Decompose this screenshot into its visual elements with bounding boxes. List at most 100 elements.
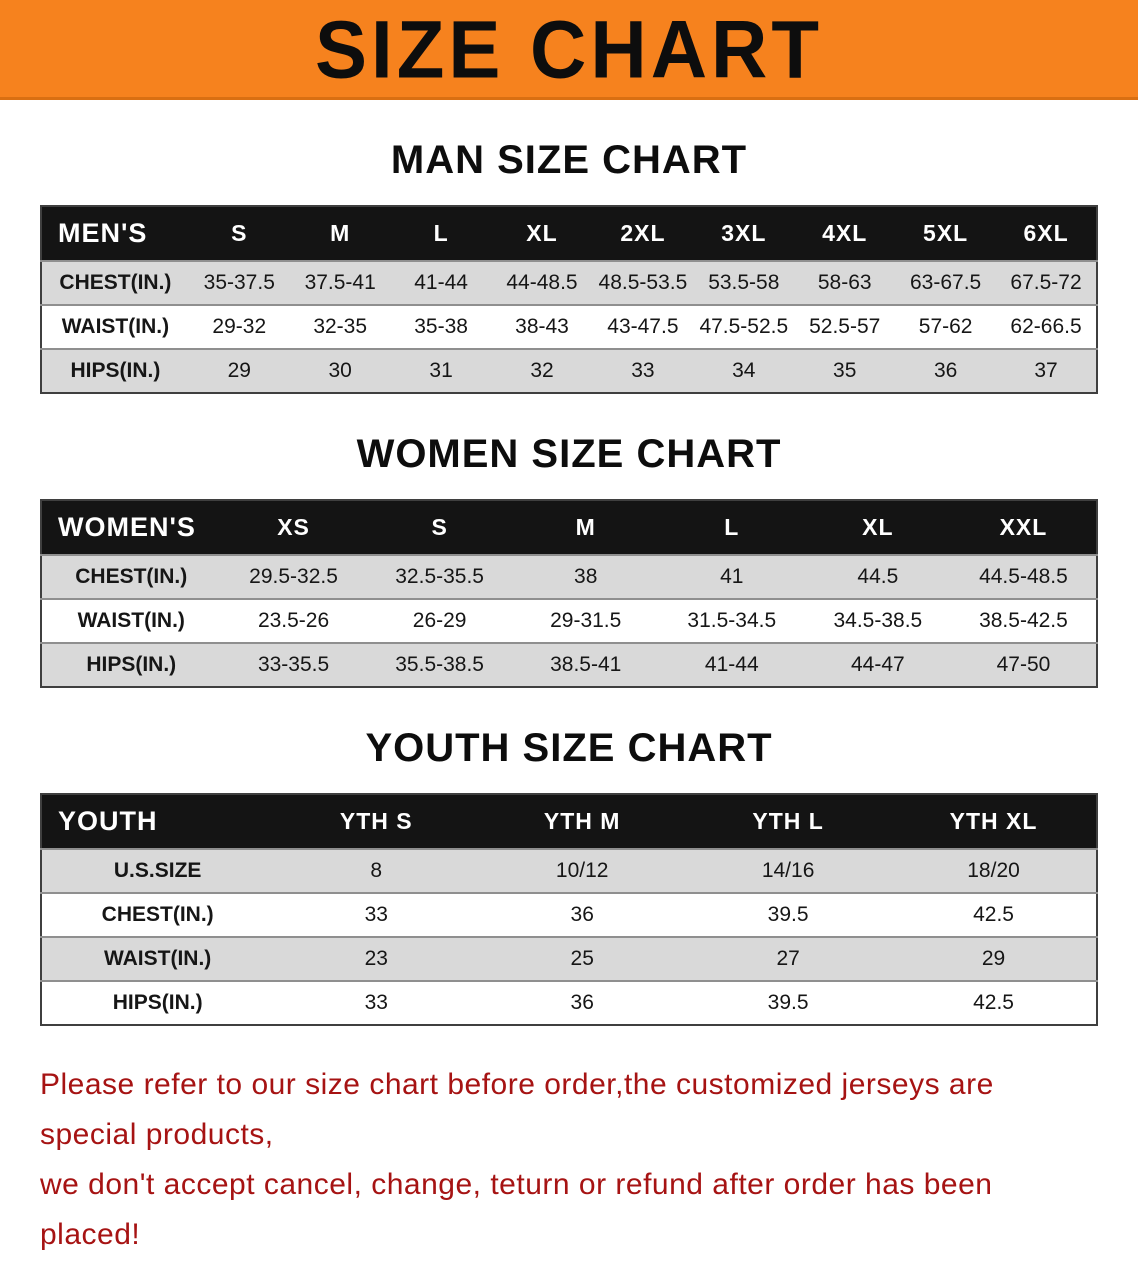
youth-section-heading: YOUTH SIZE CHART [365, 726, 773, 770]
size-value-cell: 10/12 [555, 859, 609, 882]
size-value-cell: 42.5 [973, 903, 1014, 926]
size-header-cell: YTH M [479, 794, 686, 849]
size-value-cell: 33 [631, 359, 655, 382]
size-value-cell: 23.5-26 [257, 609, 330, 632]
size-header-cell: L [390, 206, 492, 261]
size-value-cell: 32-35 [313, 315, 368, 338]
size-value-cell: 41-44 [704, 653, 759, 676]
size-value-cell: 62-66.5 [1010, 315, 1082, 338]
size-header-cell: S [366, 500, 513, 555]
size-value-cell: 42.5 [973, 991, 1014, 1014]
men-size-table: MEN'S S M L XL 2XL 3XL 4XL 5XL 6XL CHEST(IN.) 35-37… [40, 205, 1098, 394]
size-value-cell: 53.5-58 [708, 271, 780, 294]
row-label-cell: CHEST(IN.) [101, 903, 214, 926]
row-label-cell: HIPS(IN.) [70, 359, 161, 382]
size-value-cell: 37.5-41 [304, 271, 376, 294]
table-title-cell: WOMEN'S [41, 500, 221, 555]
table-row: CHEST(IN.) 29.5-32.5 32.5-35.5 38 41 44.5 44.5… [41, 555, 1097, 599]
size-header-cell: 2XL [592, 206, 694, 261]
size-value-cell: 36 [570, 991, 594, 1014]
size-value-cell: 27 [776, 947, 800, 970]
size-value-cell: 29 [981, 947, 1006, 970]
table-row: WAIST(IN.) 29-32 32-35 35-38 38-43 43-47.5 47.… [41, 305, 1097, 349]
table-header-row: MEN'S S M L XL 2XL 3XL 4XL 5XL 6XL [41, 206, 1097, 261]
footer-note: Please refer to our size chart before or… [40, 1060, 1098, 1260]
women-section-heading: WOMEN SIZE CHART [356, 432, 782, 476]
size-header-cell: XXL [950, 500, 1097, 555]
section-youth-size-chart: YOUTH SIZE CHART YOUTH YTH S YTH M YTH L YTH… [0, 726, 1138, 1026]
size-value-cell: 38.5-41 [550, 653, 622, 676]
size-value-cell: 29-31.5 [550, 609, 622, 632]
row-label-cell: CHEST(IN.) [75, 565, 188, 588]
row-label-cell: HIPS(IN.) [86, 653, 177, 676]
size-value-cell: 31 [429, 359, 453, 382]
size-value-cell: 26-29 [412, 609, 467, 632]
size-value-cell: 33 [364, 903, 388, 926]
size-header-cell: XS [220, 500, 367, 555]
table-row: CHEST(IN.) 35-37.5 37.5-41 41-44 44-48.5 48.5… [41, 261, 1097, 305]
size-value-cell: 44.5 [857, 565, 899, 588]
size-value-cell: 38.5-42.5 [979, 609, 1068, 632]
size-value-cell: 8 [370, 859, 383, 882]
size-value-cell: 52.5-57 [809, 315, 881, 338]
table-row: HIPS(IN.) 29 30 31 32 33 34 35 36 37 [41, 349, 1097, 393]
size-value-cell: 43-47.5 [607, 315, 679, 338]
table-header-row: WOMEN'S XS S M L XL XXL [41, 500, 1097, 555]
size-header-cell: XL [491, 206, 593, 261]
size-value-cell: 29.5-32.5 [249, 565, 338, 588]
size-value-cell: 29 [227, 359, 251, 382]
size-value-cell: 39.5 [767, 991, 809, 1014]
size-value-cell: 25 [570, 947, 594, 970]
size-value-cell: 35-38 [414, 315, 468, 338]
size-value-cell: 47-50 [996, 653, 1051, 676]
size-value-cell: 33 [364, 991, 388, 1014]
size-header-cell: S [188, 206, 290, 261]
size-value-cell: 58-63 [817, 271, 872, 294]
size-header-cell: 3XL [693, 206, 795, 261]
size-header-cell: M [289, 206, 391, 261]
size-header-cell: 4XL [794, 206, 896, 261]
table-row: HIPS(IN.) 33 36 39.5 42.5 [41, 981, 1097, 1025]
size-value-cell: 38 [574, 565, 598, 588]
size-header-cell: YTH XL [891, 794, 1097, 849]
size-value-cell: 44-48.5 [506, 271, 578, 294]
size-value-cell: 34.5-38.5 [833, 609, 923, 632]
footer-note-line-1: Please refer to our size chart before or… [40, 1068, 994, 1151]
section-women-size-chart: WOMEN SIZE CHART WOMEN'S XS S M L XL XXL CHEST(… [0, 432, 1138, 688]
size-value-cell: 35.5-38.5 [395, 653, 484, 676]
table-row: CHEST(IN.) 33 36 39.5 42.5 [41, 893, 1097, 937]
footer-note-line-2: we don't accept cancel, change, teturn o… [40, 1168, 993, 1251]
youth-size-table: YOUTH YTH S YTH M YTH L YTH XL U.S.SIZE 8 10/12… [40, 793, 1098, 1026]
size-header-cell: YTH L [685, 794, 892, 849]
size-value-cell: 38-43 [515, 315, 569, 338]
size-value-cell: 33-35.5 [257, 653, 330, 676]
table-title-cell: YOUTH [41, 794, 274, 849]
row-label-cell: WAIST(IN.) [77, 609, 185, 632]
size-value-cell: 30 [328, 359, 352, 382]
page-title: SIZE CHART [315, 2, 823, 95]
size-value-cell: 32.5-35.5 [395, 565, 484, 588]
size-value-cell: 36 [933, 359, 958, 382]
table-row: HIPS(IN.) 33-35.5 35.5-38.5 38.5-41 41-44 44-… [41, 643, 1097, 687]
women-size-table: WOMEN'S XS S M L XL XXL CHEST(IN.) 29.5-32.5 32.5… [40, 499, 1098, 688]
size-value-cell: 48.5-53.5 [598, 271, 688, 294]
size-value-cell: 41 [720, 565, 744, 588]
size-value-cell: 39.5 [767, 903, 809, 926]
size-header-cell: 5XL [895, 206, 997, 261]
size-value-cell: 18/20 [967, 859, 1020, 882]
size-value-cell: 34 [732, 359, 756, 382]
size-value-cell: 35 [833, 359, 857, 382]
size-header-cell: L [658, 500, 805, 555]
row-label-cell: WAIST(IN.) [103, 947, 212, 970]
size-value-cell: 32 [530, 359, 554, 382]
size-value-cell: 23 [364, 947, 388, 970]
size-value-cell: 41-44 [414, 271, 468, 294]
row-label-cell: U.S.SIZE [113, 859, 202, 882]
size-header-cell: YTH S [273, 794, 480, 849]
size-header-cell: 6XL [996, 206, 1097, 261]
table-row: U.S.SIZE 8 10/12 14/16 18/20 [41, 849, 1097, 893]
size-value-cell: 67.5-72 [1010, 271, 1082, 294]
table-row: WAIST(IN.) 23.5-26 26-29 29-31.5 31.5-34.5 34… [41, 599, 1097, 643]
table-header-row: YOUTH YTH S YTH M YTH L YTH XL [41, 794, 1097, 849]
